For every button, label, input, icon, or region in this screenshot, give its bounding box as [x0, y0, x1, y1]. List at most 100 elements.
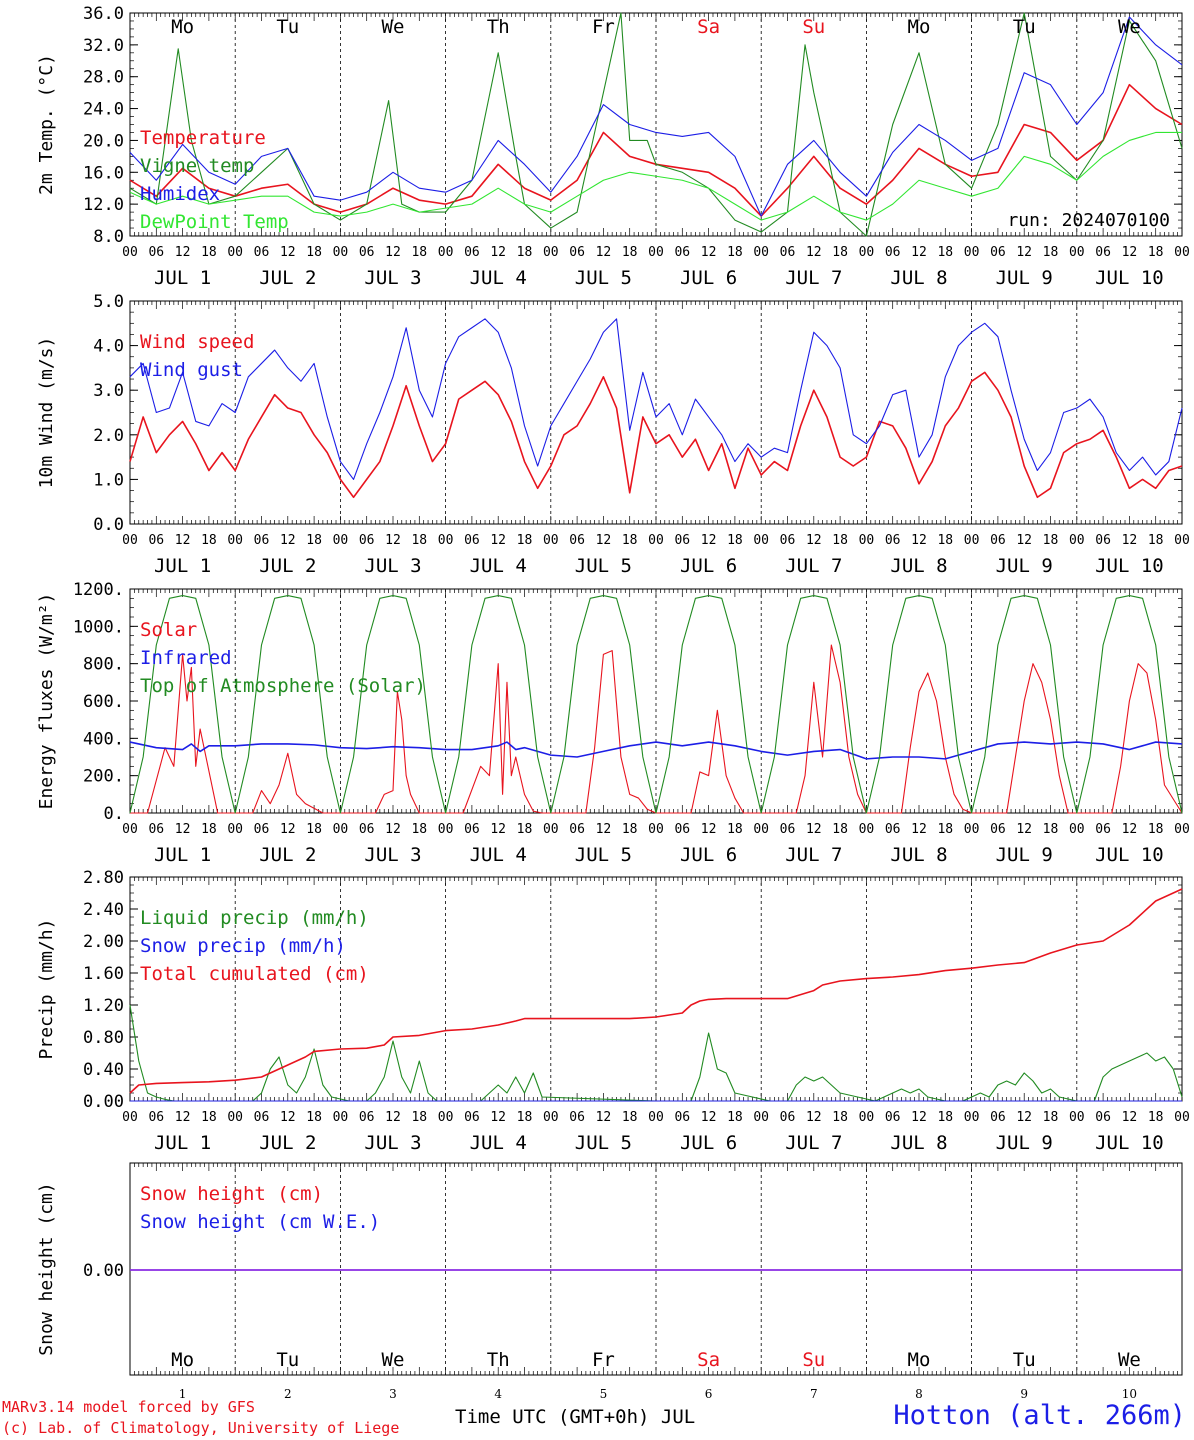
y-tick-label: 0.40	[83, 1060, 124, 1080]
hour-tick-label: 18	[832, 533, 848, 548]
hour-tick-label: 00	[859, 245, 875, 260]
hour-tick-label: 00	[543, 533, 559, 548]
panel-frame	[129, 300, 1183, 525]
legend-entry: Wind gust	[140, 359, 243, 381]
hour-tick-label: 18	[1148, 1110, 1164, 1125]
hour-tick-label: 06	[254, 822, 270, 837]
hour-tick-label: 00	[122, 245, 138, 260]
date-label: JUL 8	[890, 555, 947, 577]
hour-tick-label: 12	[701, 533, 717, 548]
hour-tick-label: 06	[674, 822, 690, 837]
hour-tick-label: 00	[122, 1110, 138, 1125]
date-label: JUL 8	[890, 267, 947, 289]
date-label: JUL 3	[364, 1132, 421, 1154]
hour-tick-label: 00	[122, 822, 138, 837]
date-label: JUL 1	[154, 267, 211, 289]
date-label: JUL 10	[1095, 555, 1164, 577]
hour-tick-label: 18	[306, 533, 322, 548]
date-label: JUL 4	[470, 555, 527, 577]
x-axis-title: Time UTC (GMT+0h) JUL	[455, 1406, 696, 1428]
hour-tick-label: 18	[201, 245, 217, 260]
y-tick-label: 16.0	[83, 163, 124, 183]
date-label: JUL 10	[1095, 844, 1164, 866]
hour-tick-label: 00	[1174, 533, 1190, 548]
y-tick-label: 2.80	[83, 868, 124, 888]
hour-tick-label: 00	[859, 1110, 875, 1125]
hour-tick-label: 18	[1043, 245, 1059, 260]
hour-tick-label: 18	[1043, 533, 1059, 548]
series-line-dewpoint-temp	[129, 131, 1182, 221]
hour-tick-label: 00	[227, 533, 243, 548]
hour-tick-label: 18	[517, 245, 533, 260]
hour-tick-label: 12	[175, 245, 191, 260]
hour-tick-label: 12	[490, 822, 506, 837]
day-name: Th	[487, 16, 510, 38]
hour-tick-label: 06	[359, 245, 375, 260]
hour-tick-label: 12	[490, 533, 506, 548]
day-name: Mo	[908, 16, 931, 38]
hour-tick-label: 06	[254, 533, 270, 548]
date-label: JUL 2	[259, 1132, 316, 1154]
day-number-label: 4	[494, 1387, 502, 1401]
day-number-label: 10	[1122, 1387, 1137, 1401]
date-label: JUL 10	[1095, 1132, 1164, 1154]
series-line-liquid-precip-mm-h	[129, 1004, 1183, 1102]
hour-tick-label: 00	[1069, 533, 1085, 548]
hour-tick-label: 00	[1069, 822, 1085, 837]
day-name: We	[382, 16, 405, 38]
hour-tick-label: 00	[964, 245, 980, 260]
hour-tick-label: 12	[1122, 822, 1138, 837]
hour-tick-label: 12	[911, 1110, 927, 1125]
hour-tick-label: 12	[1122, 1110, 1138, 1125]
hour-tick-label: 18	[306, 1110, 322, 1125]
hour-tick-label: 18	[306, 245, 322, 260]
y-tick-label: 24.0	[83, 100, 124, 120]
y-tick-label: 32.0	[83, 36, 124, 56]
series-line-vigne-temp	[129, 12, 1183, 237]
date-label: JUL 1	[154, 1132, 211, 1154]
hour-tick-label: 18	[622, 245, 638, 260]
hour-tick-label: 12	[806, 533, 822, 548]
hour-tick-label: 12	[1016, 822, 1032, 837]
date-label: JUL 1	[154, 844, 211, 866]
hour-tick-label: 06	[1095, 822, 1111, 837]
legend-entry: Solar	[140, 619, 197, 641]
y-tick-label: 3.0	[93, 381, 124, 401]
hour-tick-label: 06	[990, 822, 1006, 837]
hour-tick-label: 00	[227, 822, 243, 837]
y-tick-label: 2.00	[83, 932, 124, 952]
hour-tick-label: 12	[490, 1110, 506, 1125]
day-name: Su	[802, 16, 825, 38]
hour-tick-label: 00	[964, 533, 980, 548]
hour-tick-label: 06	[254, 245, 270, 260]
y-tick-label: 0.80	[83, 1028, 124, 1048]
hour-tick-label: 18	[937, 1110, 953, 1125]
series-line-wind-gust	[129, 318, 1183, 480]
hour-tick-label: 00	[227, 1110, 243, 1125]
hour-tick-label: 00	[1069, 1110, 1085, 1125]
series-line-solar	[130, 644, 1183, 814]
hour-tick-label: 06	[1095, 1110, 1111, 1125]
legend-entry: Temperature	[140, 127, 266, 149]
hour-tick-label: 00	[227, 245, 243, 260]
model-credit: MARv3.14 model forced by GFS	[2, 1398, 255, 1416]
hour-tick-label: 12	[385, 533, 401, 548]
hour-tick-label: 00	[543, 1110, 559, 1125]
hour-tick-label: 06	[569, 822, 585, 837]
date-label: JUL 8	[890, 844, 947, 866]
y-axis-label: 10m Wind (m/s)	[36, 337, 57, 489]
hour-tick-label: 18	[201, 533, 217, 548]
date-label: JUL 5	[575, 844, 632, 866]
hour-tick-label: 12	[1016, 245, 1032, 260]
day-number-label: 3	[389, 1387, 397, 1401]
date-label: JUL 2	[259, 555, 316, 577]
hour-tick-label: 12	[175, 1110, 191, 1125]
hour-tick-label: 00	[648, 1110, 664, 1125]
legend-entry: Infrared	[140, 647, 232, 669]
y-tick-label: 12.0	[83, 195, 124, 215]
hour-tick-label: 18	[1043, 822, 1059, 837]
hour-tick-label: 00	[122, 533, 138, 548]
hour-tick-label: 12	[701, 822, 717, 837]
hour-tick-label: 18	[727, 245, 743, 260]
hour-tick-label: 06	[885, 822, 901, 837]
